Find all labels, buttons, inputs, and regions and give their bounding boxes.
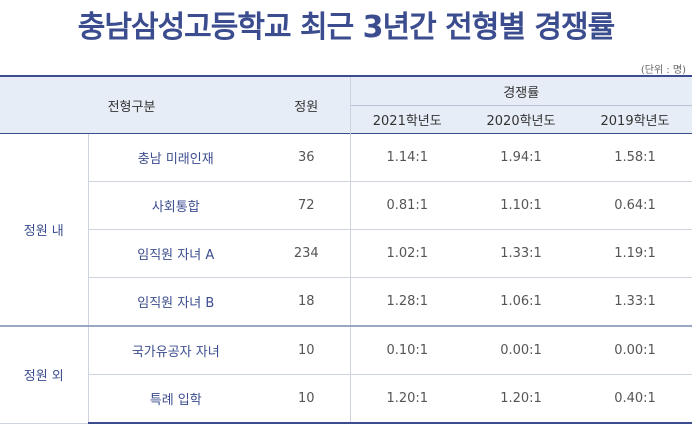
table-row: 임직원 자녀 B 18 1.28:1 1.06:1 1.33:1	[0, 277, 692, 327]
ratio-2021: 1.14:1	[349, 133, 464, 182]
ratio-2019: 1.19:1	[578, 229, 692, 278]
row-quota: 18	[263, 277, 350, 327]
ratio-2019: 0.00:1	[578, 325, 692, 375]
row-name: 임직원 자녀 A	[87, 229, 263, 278]
table-row: 정원 내 충남 미래인재 36 1.14:1 1.94:1 1.58:1	[0, 133, 692, 327]
ratio-2020: 1.33:1	[464, 229, 578, 278]
ratio-2019: 1.58:1	[578, 133, 692, 182]
ratio-2019: 0.40:1	[578, 374, 692, 424]
header-year-2021: 2021학년도	[349, 105, 464, 134]
row-quota: 234	[263, 229, 350, 278]
table-row: 특례 입학 10 1.20:1 1.20:1 0.40:1	[0, 374, 692, 424]
row-quota: 72	[263, 181, 350, 230]
table-row: 정원 외 국가유공자 자녀 10 0.10:1 0.00:1 0.00:1	[0, 325, 692, 424]
ratio-2020: 1.10:1	[464, 181, 578, 230]
header-year-2019: 2019학년도	[578, 105, 692, 134]
ratio-2020: 1.20:1	[464, 374, 578, 424]
group-label-in-quota: 정원 내	[0, 133, 88, 327]
competition-ratio-table: 전형구분 정원 경쟁률 2021학년도 2020학년도 2019학년도 정원 내…	[0, 75, 692, 424]
row-name: 사회통합	[87, 181, 263, 230]
row-name: 특례 입학	[87, 374, 263, 424]
row-name: 충남 미래인재	[87, 133, 263, 182]
ratio-2019: 1.33:1	[578, 277, 692, 327]
ratio-2020: 1.94:1	[464, 133, 578, 182]
header-type: 전형구분	[0, 76, 263, 134]
ratio-2020: 1.06:1	[464, 277, 578, 327]
row-name: 임직원 자녀 B	[87, 277, 263, 327]
row-name: 국가유공자 자녀	[87, 325, 263, 375]
header-quota: 정원	[263, 76, 350, 134]
ratio-2020: 0.00:1	[464, 325, 578, 375]
header-ratio-group: 경쟁률	[349, 76, 692, 106]
table-row: 임직원 자녀 A 234 1.02:1 1.33:1 1.19:1	[0, 229, 692, 278]
group-label-out-quota: 정원 외	[0, 325, 88, 424]
row-quota: 36	[263, 133, 350, 182]
ratio-2021: 1.28:1	[349, 277, 464, 327]
ratio-2021: 1.02:1	[349, 229, 464, 278]
ratio-2021: 0.10:1	[349, 325, 464, 375]
row-quota: 10	[263, 374, 350, 424]
row-quota: 10	[263, 325, 350, 375]
unit-note: (단위 : 명)	[640, 65, 686, 76]
ratio-2019: 0.64:1	[578, 181, 692, 230]
ratio-2021: 1.20:1	[349, 374, 464, 424]
table-row: 사회통합 72 0.81:1 1.10:1 0.64:1	[0, 181, 692, 230]
ratio-2021: 0.81:1	[349, 181, 464, 230]
header-year-2020: 2020학년도	[464, 105, 578, 134]
page-title: 충남삼성고등학교 최근 3년간 전형별 경쟁률	[77, 10, 615, 45]
